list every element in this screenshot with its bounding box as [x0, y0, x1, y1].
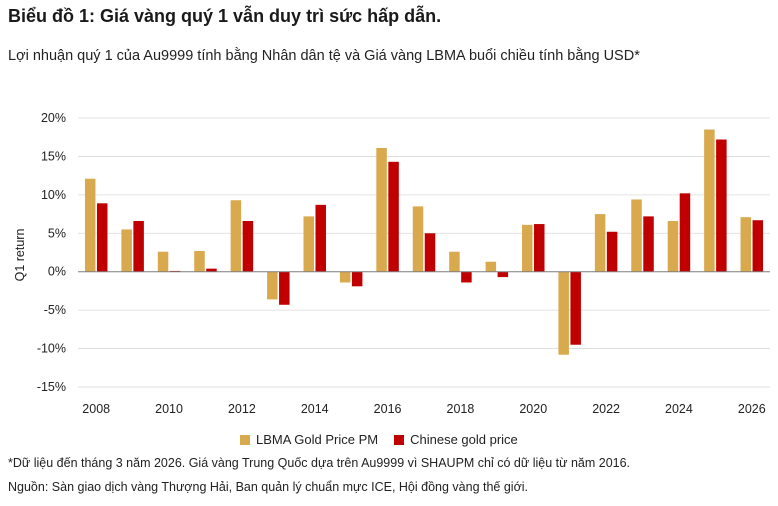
x-tick-label-2012: 2012: [228, 402, 256, 416]
y-tick-label: -10%: [37, 342, 66, 356]
chinese-bar-2008: [96, 203, 108, 272]
chinese-bar-2013: [279, 271, 290, 305]
lbma-bar-2014: [303, 216, 314, 272]
lbma-bar-2008: [84, 178, 96, 272]
lbma-bar-2011: [194, 250, 205, 272]
lbma-bar-2021: [558, 271, 569, 355]
bar-chart: 20% 15% 10% 5% 0% -5% -10% -15% 2008 2010 2012 2014…: [13, 111, 770, 416]
lbma-bar-2015: [339, 271, 351, 283]
chinese-bar-2023: [643, 216, 654, 272]
footnote: *Dữ liệu đến tháng 3 năm 2026. Giá vàng …: [8, 456, 631, 470]
y-tick-label: 20%: [41, 111, 66, 125]
chinese-bar-2014: [315, 204, 326, 272]
y-tick-label: 10%: [41, 188, 66, 202]
x-tick-label-2010: 2010: [155, 402, 183, 416]
lbma-bar-2020: [522, 224, 533, 272]
lbma-bar-2019: [485, 261, 497, 272]
chinese-bar-2018: [461, 271, 472, 283]
legend-swatch-chinese: [394, 434, 405, 445]
legend-label-chinese: Chinese gold price: [410, 432, 518, 447]
y-tick-label: -15%: [37, 380, 66, 394]
chinese-bar-2024: [679, 193, 691, 272]
lbma-bar-2009: [121, 229, 132, 272]
legend-label-lbma: LBMA Gold Price PM: [256, 432, 379, 447]
chinese-bar-2012: [242, 220, 254, 272]
lbma-bar-2012: [230, 200, 242, 272]
lbma-bar-2026: [740, 217, 752, 272]
y-axis-label: Q1 return: [13, 229, 27, 282]
x-tick-label-2020: 2020: [519, 402, 547, 416]
legend: LBMA Gold Price PM Chinese gold price: [240, 432, 518, 447]
chinese-bar-2017: [424, 233, 436, 272]
x-tick-label-2024: 2024: [665, 402, 693, 416]
lbma-bar-2016: [376, 147, 387, 272]
chinese-bar-2009: [133, 220, 144, 272]
source-note: Nguồn: Sàn giao dịch vàng Thượng Hải, Ba…: [8, 480, 529, 494]
x-tick-label-2008: 2008: [82, 402, 110, 416]
legend-item-lbma: LBMA Gold Price PM: [240, 432, 378, 447]
y-tick-label: -5%: [44, 303, 66, 317]
lbma-bar-2018: [449, 251, 460, 272]
lbma-bar-2022: [594, 214, 606, 272]
x-tick-label-2018: 2018: [447, 402, 475, 416]
x-tick-label-2022: 2022: [592, 402, 620, 416]
chinese-bar-2019: [497, 271, 509, 278]
chinese-bar-2026: [752, 220, 764, 272]
lbma-bar-2017: [412, 206, 424, 272]
x-tick-label-2014: 2014: [301, 402, 329, 416]
chinese-bar-2015: [351, 271, 363, 287]
lbma-bar-2024: [667, 220, 679, 272]
grid-layer: [78, 117, 770, 388]
chart-subtitle: Lợi nhuận quý 1 của Au9999 tính bằng Nhâ…: [8, 48, 640, 64]
chinese-bar-2021: [570, 271, 581, 345]
chinese-bar-2025: [716, 139, 727, 272]
lbma-bar-2025: [704, 129, 715, 272]
x-tick-label-2026: 2026: [738, 402, 766, 416]
y-tick-label: 15%: [41, 149, 66, 163]
chinese-bar-2011: [206, 268, 217, 272]
y-tick-label: 5%: [48, 226, 66, 240]
lbma-bar-2023: [631, 199, 642, 272]
chart-title: Biểu đồ 1: Giá vàng quý 1 vẫn duy trì sứ…: [8, 6, 442, 26]
y-tick-label: 0%: [48, 265, 66, 279]
x-tick-label-2016: 2016: [374, 402, 402, 416]
legend-item-chinese: Chinese gold price: [394, 432, 518, 447]
legend-swatch-lbma: [240, 434, 250, 445]
axis-layer: 20% 15% 10% 5% 0% -5% -10% -15% 2008 2010 2012 2014…: [37, 111, 770, 416]
lbma-bar-2013: [267, 271, 278, 300]
lbma-bar-2010: [157, 251, 169, 272]
chinese-bar-2016: [388, 161, 399, 272]
chinese-bar-2020: [534, 224, 545, 272]
bars-layer: [84, 129, 764, 355]
chinese-bar-2022: [606, 231, 618, 272]
